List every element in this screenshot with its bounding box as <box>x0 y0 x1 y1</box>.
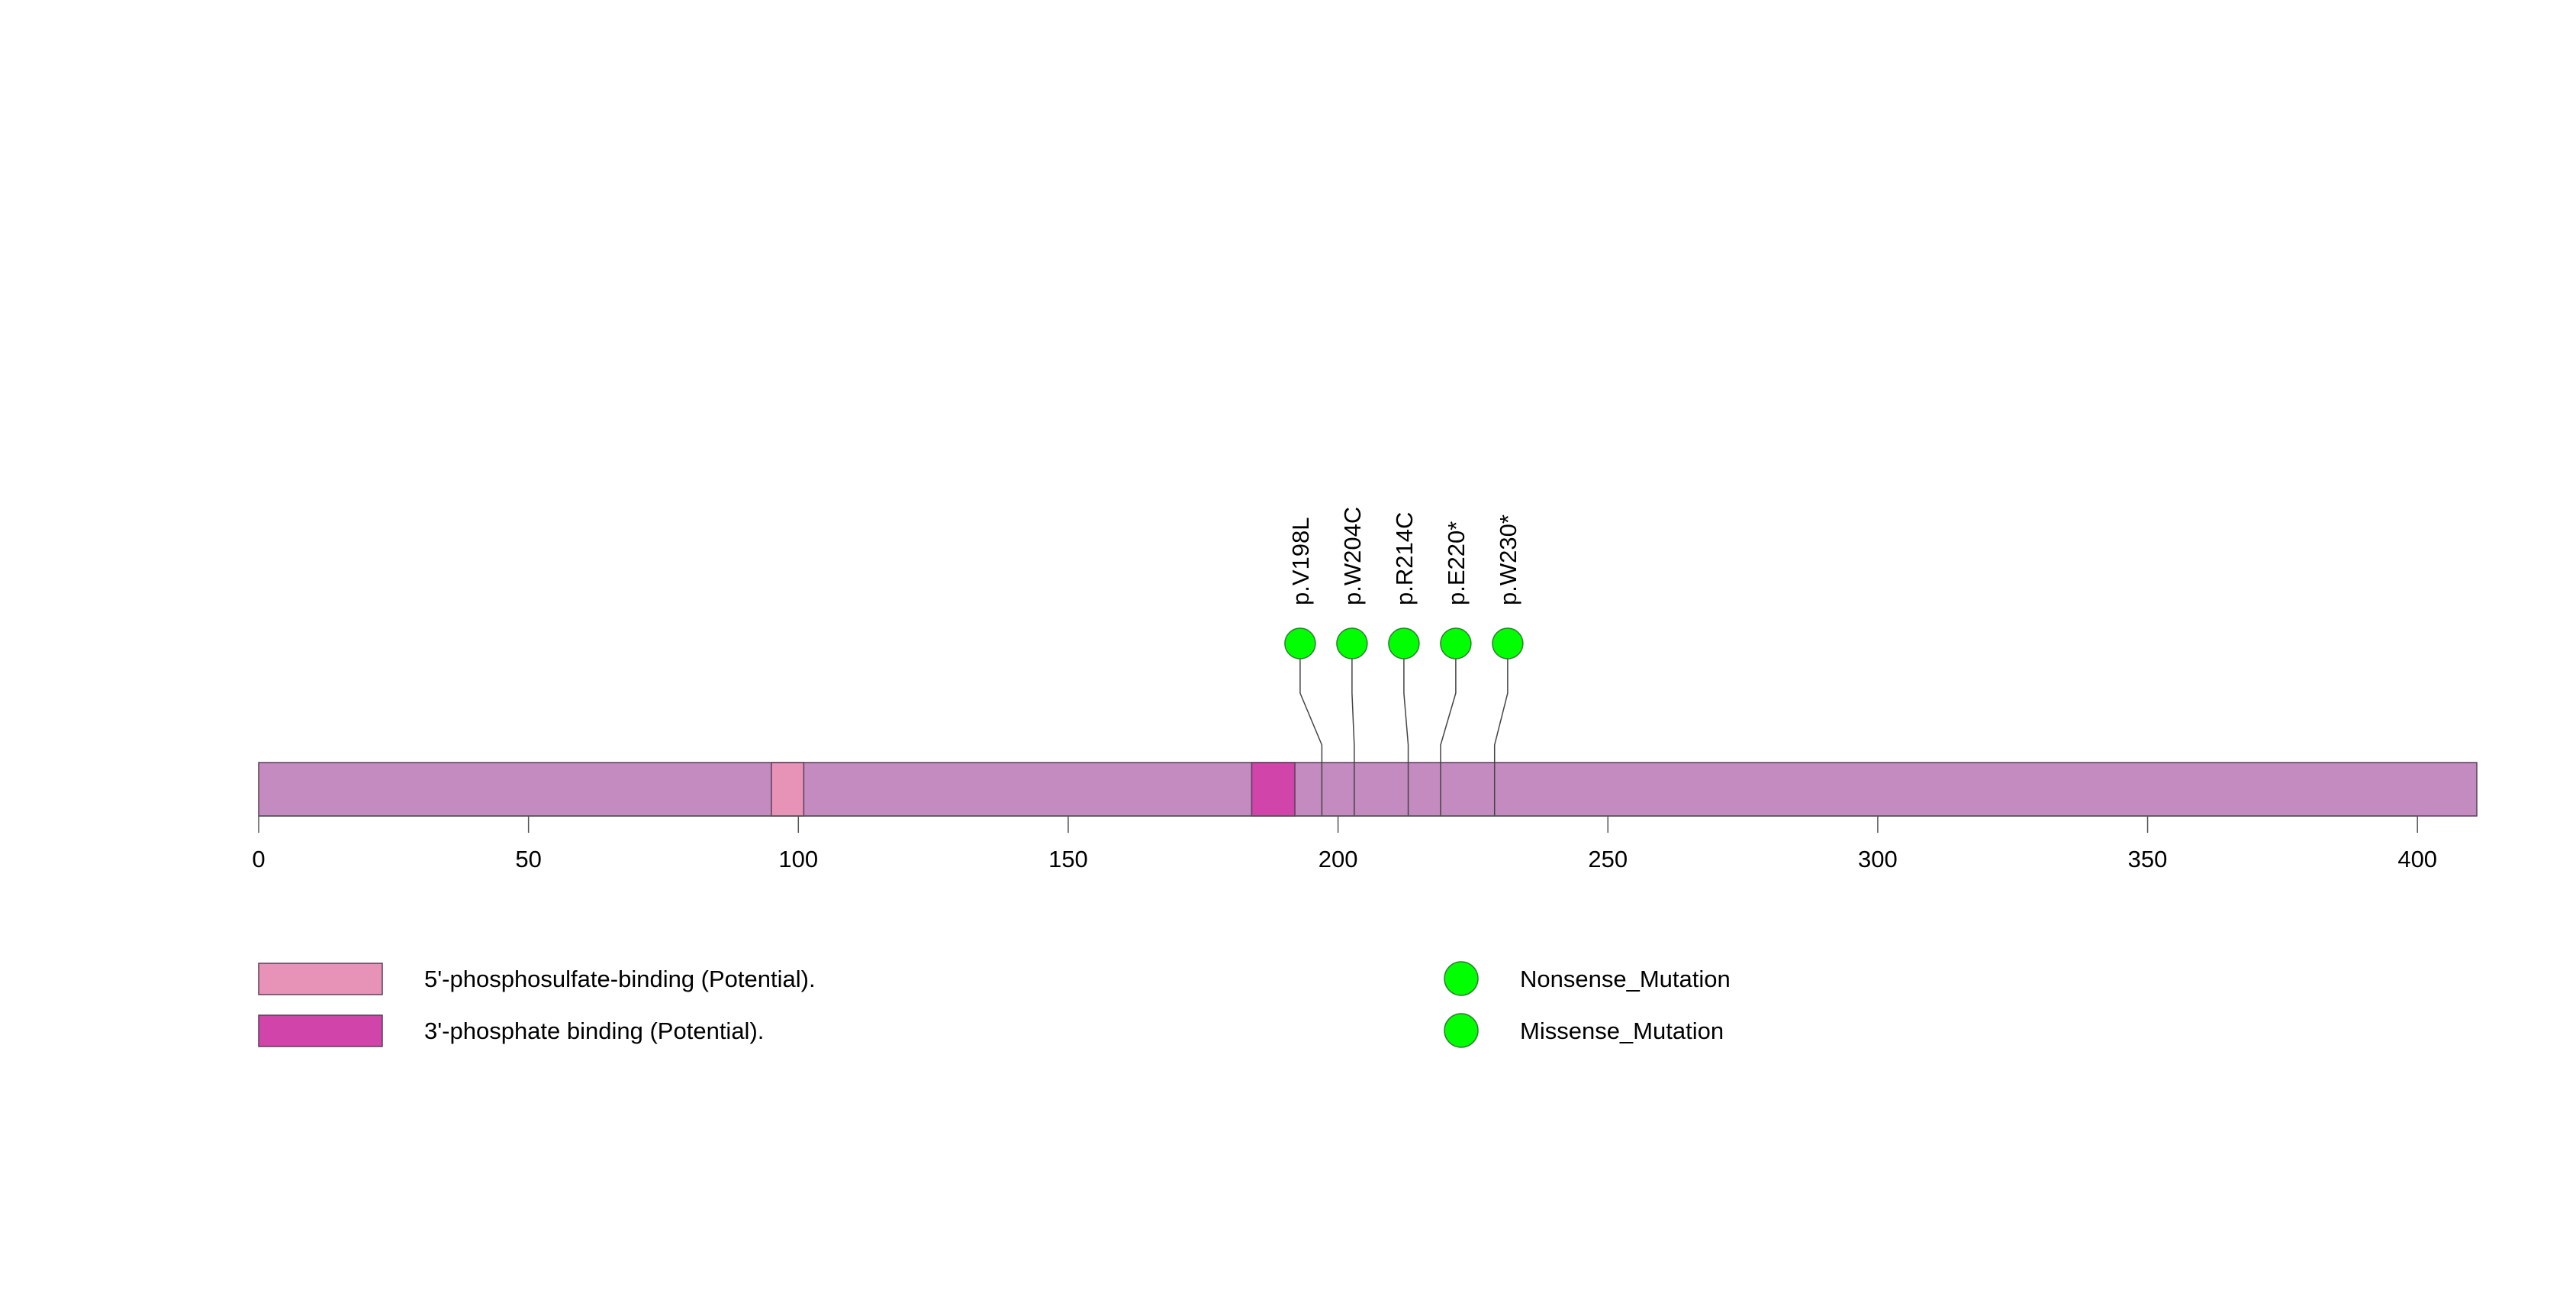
mutation-connector-3 <box>1403 659 1409 816</box>
legend-domain-label-2: 3'-phosphate binding (Potential). <box>424 1017 764 1044</box>
mutation-label-2: p.W204C <box>1339 507 1366 605</box>
protein-backbone <box>258 762 2478 817</box>
legend-mutation-swatch-1 <box>1444 961 1479 996</box>
x-tick-label-350: 350 <box>2128 846 2168 872</box>
legend-mutation-swatch-2 <box>1444 1013 1479 1048</box>
legend-mutation-label-2: Missense_Mutation <box>1520 1017 1724 1044</box>
x-tick-label-50: 50 <box>515 846 541 872</box>
legend-domain-label-1: 5'-phosphosulfate-binding (Potential). <box>424 966 816 992</box>
mutation-connector-4 <box>1440 659 1457 816</box>
domain-1 <box>771 762 805 817</box>
mutation-label-3: p.R214C <box>1391 512 1418 605</box>
x-tick-label-250: 250 <box>1588 846 1628 872</box>
legend-mutation-label-1: Nonsense_Mutation <box>1520 966 1731 992</box>
x-tick-label-400: 400 <box>2397 846 2437 872</box>
mutation-connector-2 <box>1351 659 1355 816</box>
mutation-head-1[interactable] <box>1284 627 1316 660</box>
domains-layer <box>258 762 2478 817</box>
x-tick-label-200: 200 <box>1319 846 1358 872</box>
x-tick-label-300: 300 <box>1858 846 1898 872</box>
mutation-head-2[interactable] <box>1336 627 1368 660</box>
mutation-label-4: p.E220* <box>1443 521 1470 605</box>
mutation-lollipops: p.V198L p.W204C p.R214C p.E220* p.W230* <box>1284 507 1524 660</box>
legend: 5'-phosphosulfate-binding (Potential). 3'… <box>258 961 1731 1048</box>
mutation-connector-5 <box>1493 659 1509 816</box>
mutation-head-3[interactable] <box>1388 627 1420 660</box>
legend-domain-swatch-2 <box>258 1014 383 1047</box>
connectors-layer <box>1299 659 1509 816</box>
mutation-connector-1 <box>1299 659 1323 816</box>
domain-2 <box>1251 762 1296 817</box>
x-tick-label-0: 0 <box>252 846 265 872</box>
x-tick-label-100: 100 <box>778 846 818 872</box>
mutation-head-4[interactable] <box>1440 627 1472 660</box>
x-axis: 0 50 100 150 200 250 300 350 400 <box>252 815 2437 872</box>
legend-domain-swatch-1 <box>258 963 383 995</box>
x-tick-label-150: 150 <box>1048 846 1088 872</box>
mutation-head-5[interactable] <box>1492 627 1524 660</box>
mutation-label-5: p.W230* <box>1495 514 1521 605</box>
mutation-label-1: p.V198L <box>1287 518 1314 606</box>
